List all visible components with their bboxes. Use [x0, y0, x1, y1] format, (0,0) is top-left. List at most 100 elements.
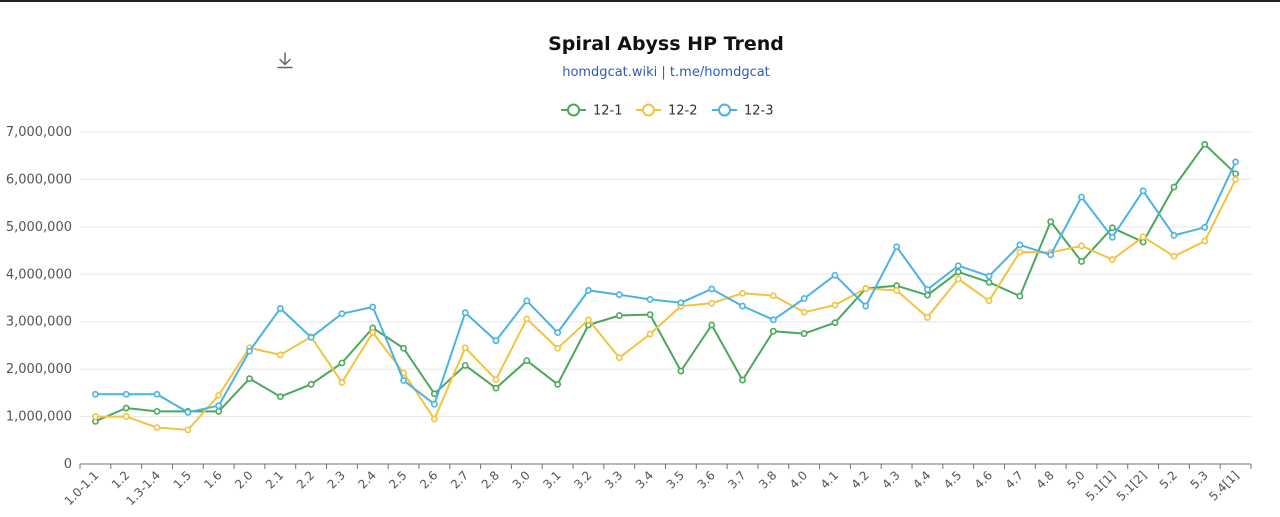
data-point-12-3[interactable]: [893, 243, 901, 251]
data-point-12-2[interactable]: [369, 329, 377, 337]
data-point-12-3[interactable]: [400, 377, 407, 384]
data-point-12-2[interactable]: [122, 413, 130, 420]
data-point-12-2[interactable]: [523, 315, 531, 323]
data-point-12-1[interactable]: [985, 278, 993, 286]
data-point-12-3[interactable]: [739, 302, 746, 310]
data-point-12-1[interactable]: [122, 404, 130, 412]
data-point-12-3[interactable]: [369, 303, 377, 311]
data-point-12-3[interactable]: [1201, 223, 1209, 231]
data-point-12-2[interactable]: [276, 351, 284, 359]
data-point-12-1[interactable]: [708, 321, 716, 329]
data-point-12-3[interactable]: [1139, 187, 1147, 195]
data-point-12-1[interactable]: [307, 380, 315, 388]
data-point-12-1[interactable]: [1201, 140, 1209, 148]
data-point-12-1[interactable]: [924, 291, 931, 299]
data-point-12-1[interactable]: [800, 330, 808, 337]
data-point-12-3[interactable]: [800, 295, 808, 302]
data-point-12-2[interactable]: [184, 426, 192, 434]
legend-item-12-3[interactable]: 12-3: [712, 103, 774, 119]
data-point-12-1[interactable]: [739, 376, 746, 384]
chart-subtitle[interactable]: homdgcat.wiki | t.me/homdgcat: [562, 65, 770, 80]
data-point-12-3[interactable]: [246, 347, 253, 355]
data-point-12-3[interactable]: [985, 272, 993, 280]
data-point-12-2[interactable]: [554, 344, 562, 352]
data-point-12-3[interactable]: [1170, 231, 1178, 239]
data-point-12-3[interactable]: [153, 390, 161, 398]
data-point-12-2[interactable]: [615, 354, 623, 362]
data-point-12-2[interactable]: [1232, 176, 1239, 183]
data-point-12-2[interactable]: [430, 415, 438, 423]
data-point-12-2[interactable]: [338, 379, 346, 386]
data-point-12-2[interactable]: [769, 292, 777, 300]
data-point-12-1[interactable]: [1108, 224, 1116, 232]
legend-item-12-2[interactable]: 12-2: [636, 103, 698, 119]
data-point-12-1[interactable]: [1078, 258, 1085, 265]
data-point-12-3[interactable]: [92, 390, 99, 398]
data-point-12-3[interactable]: [831, 271, 839, 279]
data-point-12-3[interactable]: [1232, 158, 1239, 166]
data-point-12-1[interactable]: [246, 375, 253, 383]
data-point-12-1[interactable]: [954, 268, 962, 276]
data-point-12-3[interactable]: [338, 310, 346, 318]
data-point-12-2[interactable]: [985, 297, 993, 305]
data-point-12-3[interactable]: [122, 390, 130, 398]
data-point-12-1[interactable]: [215, 407, 223, 415]
data-point-12-2[interactable]: [92, 413, 99, 420]
data-point-12-3[interactable]: [523, 297, 531, 305]
data-point-12-3[interactable]: [862, 302, 870, 310]
data-point-12-1[interactable]: [276, 393, 284, 401]
data-point-12-2[interactable]: [954, 275, 962, 283]
data-point-12-3[interactable]: [430, 400, 438, 408]
data-point-12-1[interactable]: [615, 312, 623, 319]
data-point-12-2[interactable]: [893, 287, 901, 294]
data-point-12-3[interactable]: [184, 408, 192, 416]
data-point-12-1[interactable]: [677, 367, 685, 375]
data-point-12-3[interactable]: [1108, 233, 1116, 241]
data-point-12-3[interactable]: [461, 309, 469, 317]
data-point-12-2[interactable]: [800, 308, 808, 316]
data-point-12-1[interactable]: [831, 319, 839, 327]
data-point-12-1[interactable]: [153, 407, 161, 415]
data-point-12-2[interactable]: [708, 299, 716, 307]
data-point-12-2[interactable]: [862, 285, 870, 292]
data-point-12-1[interactable]: [492, 384, 500, 392]
data-point-12-3[interactable]: [615, 291, 623, 299]
data-point-12-3[interactable]: [554, 329, 562, 337]
data-point-12-2[interactable]: [1170, 252, 1178, 260]
download-icon[interactable]: [275, 51, 295, 71]
data-point-12-2[interactable]: [831, 301, 839, 309]
data-point-12-2[interactable]: [1201, 237, 1209, 245]
data-point-12-3[interactable]: [1016, 241, 1024, 249]
data-point-12-2[interactable]: [153, 424, 161, 431]
data-point-12-3[interactable]: [585, 287, 592, 294]
data-point-12-3[interactable]: [215, 402, 223, 410]
data-point-12-3[interactable]: [1047, 251, 1055, 259]
data-point-12-3[interactable]: [276, 305, 284, 312]
data-point-12-1[interactable]: [1016, 292, 1024, 300]
data-point-12-2[interactable]: [492, 376, 500, 383]
data-point-12-2[interactable]: [1016, 248, 1024, 256]
data-point-12-2[interactable]: [1139, 233, 1147, 241]
data-point-12-3[interactable]: [492, 337, 500, 345]
data-point-12-1[interactable]: [1232, 170, 1239, 178]
data-point-12-3[interactable]: [708, 285, 716, 293]
data-point-12-3[interactable]: [769, 316, 777, 324]
data-point-12-2[interactable]: [585, 316, 592, 324]
data-point-12-1[interactable]: [554, 380, 562, 388]
data-point-12-2[interactable]: [215, 391, 223, 399]
data-point-12-3[interactable]: [954, 262, 962, 270]
data-point-12-3[interactable]: [924, 286, 931, 293]
data-point-12-2[interactable]: [739, 289, 746, 297]
data-point-12-2[interactable]: [1108, 256, 1116, 263]
data-point-12-2[interactable]: [646, 330, 654, 338]
data-point-12-1[interactable]: [1170, 183, 1178, 191]
legend-item-12-1[interactable]: 12-1: [561, 103, 623, 119]
data-point-12-3[interactable]: [307, 333, 315, 341]
data-point-12-2[interactable]: [461, 344, 469, 352]
data-point-12-1[interactable]: [338, 359, 346, 367]
data-point-12-1[interactable]: [646, 311, 654, 318]
data-point-12-1[interactable]: [1047, 218, 1055, 226]
data-point-12-1[interactable]: [769, 327, 777, 335]
data-point-12-3[interactable]: [646, 296, 654, 303]
data-point-12-1[interactable]: [461, 361, 469, 369]
